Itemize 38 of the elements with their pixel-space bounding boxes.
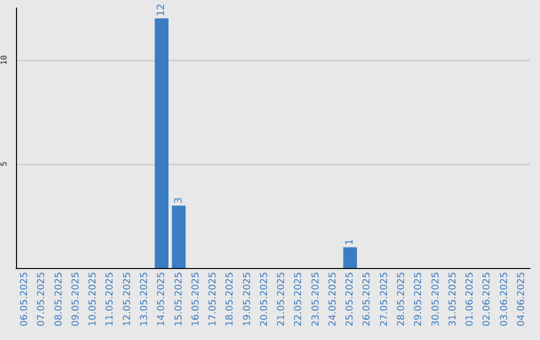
data-label: 1 [344, 238, 356, 246]
x-tick-label: 27.05.2025 [378, 272, 390, 326]
x-tick-label: 30.05.2025 [430, 272, 442, 326]
x-tick-label: 28.05.2025 [396, 272, 407, 326]
bar [343, 247, 357, 268]
x-tick-label: 29.05.2025 [413, 272, 424, 326]
bar [154, 18, 168, 268]
x-tick-label: 26.05.2025 [362, 272, 373, 326]
x-tick-label: 17.05.2025 [208, 272, 219, 326]
x-tick-label: 20.05.2025 [258, 272, 270, 326]
x-tick-label: 18.05.2025 [224, 272, 236, 326]
data-label: 3 [173, 197, 184, 204]
x-tick-label: 25.05.2025 [344, 272, 356, 326]
x-tick-label: 14.05.2025 [156, 272, 168, 326]
x-tick-label: 23.05.2025 [310, 272, 322, 326]
x-tick-label: 11.05.2025 [104, 272, 116, 326]
bar [172, 206, 186, 268]
data-label: 12 [156, 4, 168, 16]
x-tick-label: 24.05.2025 [327, 272, 338, 326]
x-tick-label: 13.05.2025 [139, 272, 150, 326]
x-tick-label: 10.05.2025 [88, 272, 99, 326]
x-tick-label: 01.06.2025 [464, 272, 476, 326]
x-tick-label: 08.05.2025 [53, 272, 64, 326]
x-tick-label: 03.06.2025 [498, 272, 510, 326]
x-tick-label: 09.05.2025 [70, 272, 82, 326]
x-tick-label: 06.05.2025 [19, 272, 30, 326]
x-tick-label: 31.05.2025 [447, 272, 458, 326]
x-tick-label: 04.06.2025 [516, 272, 527, 326]
x-tick-label: 07.05.2025 [36, 272, 48, 326]
x-tick-label: 12.05.2025 [122, 272, 133, 326]
x-tick-label: 19.05.2025 [242, 272, 253, 326]
y-tick-label: 5 [0, 161, 8, 166]
x-tick-label: 16.05.2025 [190, 272, 202, 326]
x-tick-label: 21.05.2025 [276, 272, 288, 326]
y-tick-label: 10 [0, 55, 8, 65]
x-tick-label: 15.05.2025 [173, 272, 184, 326]
x-tick-label: 02.06.2025 [482, 272, 493, 326]
x-tick-label: 22.05.2025 [293, 272, 304, 326]
